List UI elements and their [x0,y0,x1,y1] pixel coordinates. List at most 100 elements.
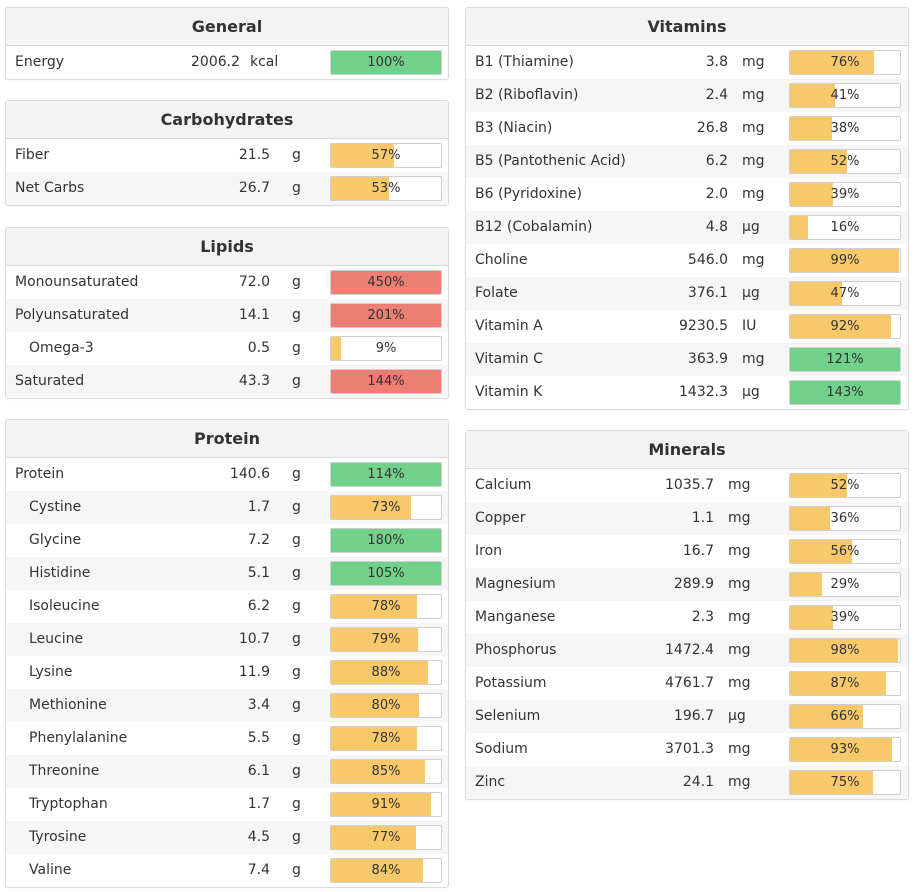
percent-bar-fill [790,738,893,761]
percent-label: 39% [830,610,860,625]
protein-rows: Protein 140.6 g 114% Cystine 1.7 g 73% Glycine 7.… [6,458,448,887]
percent-bar-fill [790,150,848,173]
percent-label: 88% [371,665,401,680]
nutrient-row: B3 (Niacin) 26.8 mg 38% [466,112,908,145]
nutrient-amount: 3.8 [705,54,728,70]
nutrient-name: Copper [475,510,526,526]
nutrient-unit: µg [742,219,760,235]
nutrient-name: B6 (Pyridoxine) [475,186,582,202]
nutrient-unit: mg [728,576,751,592]
percent-bar-fill [790,51,874,74]
nutrient-unit: g [292,598,301,614]
nutrient-row: Lysine 11.9 g 88% [6,656,448,689]
percent-label: 105% [367,566,405,581]
nutrient-name: Choline [475,252,528,268]
percent-bar-fill [331,304,441,327]
percent-bar: 41% [789,83,901,108]
nutrient-unit: g [292,829,301,845]
nutrient-unit: mg [742,120,765,136]
nutrient-row: Fiber 21.5 g 57% [6,139,448,172]
nutrient-amount: 26.8 [696,120,728,136]
nutrient-unit: mg [728,510,751,526]
percent-bar: 180% [330,528,442,553]
nutrient-unit: mg [742,351,765,367]
nutrient-name: Lysine [29,664,73,680]
percent-bar: 79% [330,627,442,652]
percent-bar-fill [790,705,863,728]
nutrient-unit: g [292,466,301,482]
percent-label: 47% [830,286,860,301]
percent-bar-fill [331,826,416,849]
percent-label: 201% [367,308,405,323]
nutrient-amount: 10.7 [238,631,270,647]
nutrient-amount: 289.9 [673,576,714,592]
nutrient-name: Vitamin C [475,351,543,367]
percent-bar-fill [331,529,441,552]
percent-bar: 76% [789,50,901,75]
nutrient-unit: g [292,180,301,196]
nutrient-name: Net Carbs [15,180,85,196]
percent-label: 53% [371,181,401,196]
nutrient-row: Cystine 1.7 g 73% [6,491,448,524]
nutrient-amount: 1472.4 [665,642,714,658]
nutrient-amount: 4761.7 [665,675,714,691]
nutrient-name: Methionine [29,697,107,713]
nutrient-amount: 1.1 [691,510,714,526]
nutrient-amount: 72.0 [238,274,270,290]
percent-bar-fill [331,144,394,167]
nutrient-row: Phosphorus 1472.4 mg 98% [466,634,908,667]
general-rows: Energy 2006.2 kcal 100% [6,46,448,79]
percent-bar: 9% [330,336,442,361]
nutrient-unit: mg [728,774,751,790]
percent-bar: 78% [330,594,442,619]
nutrient-row: Sodium 3701.3 mg 93% [466,733,908,766]
nutrient-unit: g [292,340,301,356]
percent-bar-fill [790,249,899,272]
percent-label: 36% [830,511,860,526]
nutrient-amount: 546.0 [687,252,728,268]
percent-label: 87% [830,676,860,691]
nutrient-name: Magnesium [475,576,556,592]
nutrient-row: B1 (Thiamine) 3.8 mg 76% [466,46,908,79]
percent-label: 73% [371,500,401,515]
percent-bar: 52% [789,473,901,498]
nutrient-unit: mg [742,153,765,169]
percent-bar-fill [790,672,886,695]
nutrient-name: Tryptophan [29,796,108,812]
percent-bar: 450% [330,270,442,295]
nutrient-unit: g [292,664,301,680]
lipids-panel: Lipids Monounsaturated 72.0 g 450% Polyunsat… [5,227,449,399]
nutrient-amount: 4.5 [247,829,270,845]
nutrient-unit: mg [742,54,765,70]
vitamins-title: Vitamins [466,8,908,46]
nutrient-name: Threonine [29,763,100,779]
nutrient-unit: kcal [250,54,279,70]
percent-label: 56% [830,544,860,559]
nutrient-unit: g [292,862,301,878]
percent-label: 75% [830,775,860,790]
percent-bar-fill [331,463,441,486]
nutrient-amount: 6.2 [247,598,270,614]
nutrient-row: Iron 16.7 mg 56% [466,535,908,568]
nutrient-name: Polyunsaturated [15,307,129,323]
nutrient-row: Valine 7.4 g 84% [6,854,448,887]
nutrient-name: Omega-3 [29,340,94,356]
percent-label: 66% [830,709,860,724]
nutrient-name: Leucine [29,631,84,647]
nutrient-row: Phenylalanine 5.5 g 78% [6,722,448,755]
nutrient-amount: 1035.7 [665,477,714,493]
nutrient-amount: 9230.5 [679,318,728,334]
percent-bar-fill [331,859,424,882]
nutrient-row: Vitamin C 363.9 mg 121% [466,343,908,376]
percent-bar-fill [790,573,822,596]
nutrient-amount: 140.6 [229,466,270,482]
nutrient-amount: 2.3 [691,609,714,625]
nutrient-row: Vitamin K 1432.3 µg 143% [466,376,908,409]
nutrient-row: B2 (Riboflavin) 2.4 mg 41% [466,79,908,112]
nutrient-row: Leucine 10.7 g 79% [6,623,448,656]
percent-bar-fill [331,496,412,519]
nutrient-row: Isoleucine 6.2 g 78% [6,590,448,623]
nutrient-name: Iron [475,543,503,559]
nutrient-row: Potassium 4761.7 mg 87% [466,667,908,700]
percent-bar-fill [331,760,425,783]
